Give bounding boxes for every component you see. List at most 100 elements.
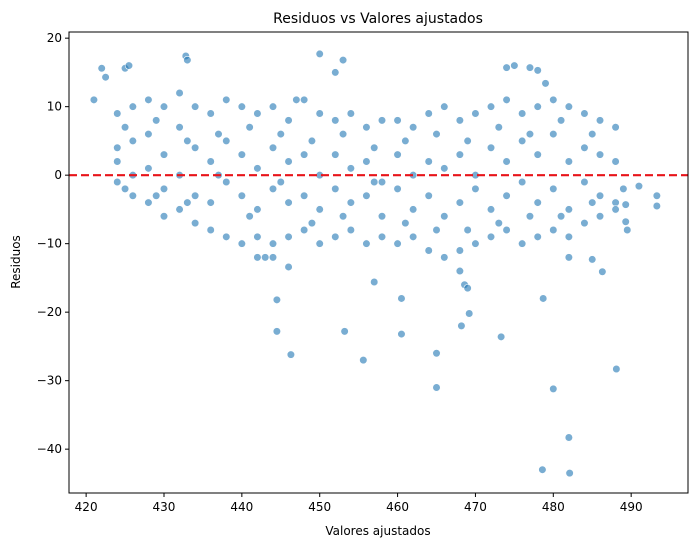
point [463,284,472,293]
point [525,129,535,139]
point [455,150,464,159]
point [525,212,535,221]
point [315,205,324,214]
point [401,219,410,228]
point [424,191,433,200]
point [486,143,496,152]
point [409,205,418,214]
point [268,143,278,152]
point [362,191,371,200]
point [286,350,296,359]
point [346,198,355,207]
point [393,184,402,193]
point [113,143,122,152]
point [144,164,153,173]
point [486,102,496,111]
point [652,191,661,200]
point [362,123,371,132]
x-tick-label: 480 [542,500,565,514]
point [652,201,661,211]
point [268,253,278,262]
point [346,109,355,118]
point [191,219,200,228]
y-tick-label: −20 [37,305,62,319]
point [440,253,449,262]
point [362,239,371,248]
point [455,246,464,255]
point [549,129,558,139]
point [580,143,589,152]
point [272,295,281,304]
point [518,109,527,118]
chart-title: Residuos vs Valores ajustados [273,11,483,27]
point [533,102,542,111]
point [588,198,597,207]
point [440,164,449,173]
point [549,95,558,104]
point [393,116,402,125]
point [463,136,472,146]
point [253,232,262,241]
point [292,95,301,104]
point [175,88,184,98]
point [206,157,215,166]
point [159,184,169,193]
point [370,143,379,152]
point [237,102,246,111]
point [245,212,254,221]
point [222,232,231,241]
point [253,253,262,262]
point [465,309,474,318]
point [191,143,200,152]
x-axis-label: Valores ajustados [325,524,430,538]
y-tick-label: 0 [54,168,62,182]
point [525,63,535,72]
point [120,184,130,193]
point [471,184,480,193]
point [455,266,464,276]
point [222,136,231,146]
y-axis-label: Residuos [9,235,23,289]
point [518,136,527,146]
point [338,129,348,139]
point [397,329,406,339]
y-tick-label: 20 [47,31,62,45]
point [175,123,184,132]
point [621,217,630,226]
x-tick-label: 430 [153,500,176,514]
point [502,225,511,235]
point [564,157,573,166]
point [538,465,547,474]
point [556,116,566,125]
point [144,95,153,104]
point [598,267,607,276]
point [206,109,215,118]
point [331,116,340,125]
point [268,102,278,111]
point [510,61,519,70]
point [183,55,192,65]
point [565,469,574,478]
point [183,136,192,146]
point [300,150,309,159]
point [621,200,630,209]
point [284,232,293,241]
point [533,150,542,159]
point [432,383,441,392]
point [471,109,480,118]
point [377,177,387,187]
point [284,262,293,272]
y-tick-label: −40 [37,442,62,456]
x-tick-label: 450 [308,500,331,514]
point [397,294,406,303]
point [113,177,122,187]
point [268,184,278,193]
x-tick-label: 470 [464,500,487,514]
point [494,123,503,132]
point [549,184,558,193]
point [175,205,184,214]
point [253,205,262,214]
point [564,102,573,111]
plot-frame [68,31,689,494]
point [346,225,355,235]
